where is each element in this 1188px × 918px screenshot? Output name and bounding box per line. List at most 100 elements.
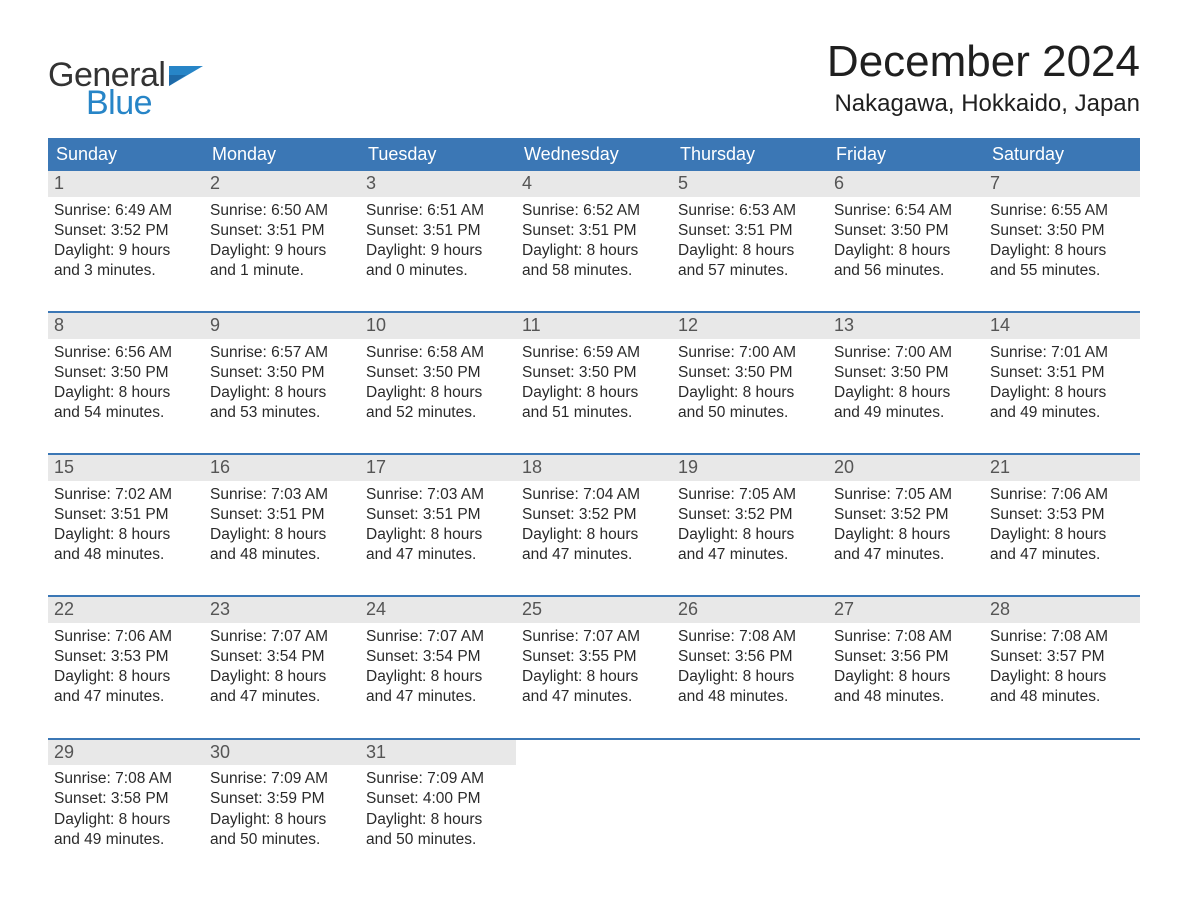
day-cell: 17Sunrise: 7:03 AMSunset: 3:51 PMDayligh…: [360, 455, 516, 571]
topbar: General Blue December 2024 Nakagawa, Hok…: [48, 40, 1140, 120]
daylight-line-1: Daylight: 8 hours: [366, 667, 510, 687]
week-row: 29Sunrise: 7:08 AMSunset: 3:58 PMDayligh…: [48, 738, 1140, 856]
day-number: 27: [828, 597, 984, 623]
daylight-line-1: Daylight: 8 hours: [678, 241, 822, 261]
sunset-line: Sunset: 3:51 PM: [522, 221, 666, 241]
day-body: Sunrise: 6:52 AMSunset: 3:51 PMDaylight:…: [516, 197, 672, 282]
title-block: December 2024 Nakagawa, Hokkaido, Japan: [827, 40, 1140, 118]
brand-word-2: Blue: [86, 86, 203, 120]
day-body: Sunrise: 6:56 AMSunset: 3:50 PMDaylight:…: [48, 339, 204, 424]
sunrise-line: Sunrise: 7:04 AM: [522, 485, 666, 505]
daylight-line-2: and 54 minutes.: [54, 403, 198, 423]
day-body: Sunrise: 7:09 AMSunset: 3:59 PMDaylight:…: [204, 765, 360, 850]
daylight-line-1: Daylight: 8 hours: [210, 667, 354, 687]
sunrise-line: Sunrise: 6:49 AM: [54, 201, 198, 221]
sunset-line: Sunset: 3:50 PM: [834, 363, 978, 383]
week-row: 8Sunrise: 6:56 AMSunset: 3:50 PMDaylight…: [48, 311, 1140, 429]
sunset-line: Sunset: 3:51 PM: [678, 221, 822, 241]
daylight-line-1: Daylight: 8 hours: [678, 667, 822, 687]
daylight-line-2: and 49 minutes.: [990, 403, 1134, 423]
sunrise-line: Sunrise: 6:52 AM: [522, 201, 666, 221]
sunset-line: Sunset: 3:50 PM: [990, 221, 1134, 241]
sunset-line: Sunset: 3:52 PM: [522, 505, 666, 525]
day-number: 12: [672, 313, 828, 339]
daylight-line-2: and 57 minutes.: [678, 261, 822, 281]
day-cell: 27Sunrise: 7:08 AMSunset: 3:56 PMDayligh…: [828, 597, 984, 713]
day-number: 22: [48, 597, 204, 623]
day-body: Sunrise: 6:50 AMSunset: 3:51 PMDaylight:…: [204, 197, 360, 282]
daylight-line-1: Daylight: 8 hours: [834, 241, 978, 261]
sunrise-line: Sunrise: 7:09 AM: [210, 769, 354, 789]
sunset-line: Sunset: 3:50 PM: [210, 363, 354, 383]
month-title: December 2024: [827, 40, 1140, 84]
daylight-line-1: Daylight: 8 hours: [54, 810, 198, 830]
sunrise-line: Sunrise: 7:07 AM: [366, 627, 510, 647]
daylight-line-1: Daylight: 8 hours: [678, 525, 822, 545]
daylight-line-2: and 1 minute.: [210, 261, 354, 281]
daylight-line-1: Daylight: 8 hours: [990, 383, 1134, 403]
day-number: 16: [204, 455, 360, 481]
sunrise-line: Sunrise: 7:08 AM: [54, 769, 198, 789]
sunrise-line: Sunrise: 7:08 AM: [990, 627, 1134, 647]
sunrise-line: Sunrise: 6:51 AM: [366, 201, 510, 221]
sunset-line: Sunset: 3:53 PM: [54, 647, 198, 667]
location-label: Nakagawa, Hokkaido, Japan: [827, 90, 1140, 118]
sunrise-line: Sunrise: 6:58 AM: [366, 343, 510, 363]
day-body: Sunrise: 7:01 AMSunset: 3:51 PMDaylight:…: [984, 339, 1140, 424]
daylight-line-2: and 48 minutes.: [210, 545, 354, 565]
weekday-header-row: Sunday Monday Tuesday Wednesday Thursday…: [48, 138, 1140, 171]
daylight-line-1: Daylight: 8 hours: [522, 667, 666, 687]
sunrise-line: Sunrise: 7:06 AM: [54, 627, 198, 647]
day-cell: 26Sunrise: 7:08 AMSunset: 3:56 PMDayligh…: [672, 597, 828, 713]
sunset-line: Sunset: 3:50 PM: [678, 363, 822, 383]
day-body: Sunrise: 7:09 AMSunset: 4:00 PMDaylight:…: [360, 765, 516, 850]
day-number: 17: [360, 455, 516, 481]
day-cell: [828, 740, 984, 856]
sunrise-line: Sunrise: 7:08 AM: [678, 627, 822, 647]
day-number: 28: [984, 597, 1140, 623]
sunset-line: Sunset: 3:56 PM: [834, 647, 978, 667]
day-number: 13: [828, 313, 984, 339]
sunset-line: Sunset: 3:54 PM: [366, 647, 510, 667]
daylight-line-1: Daylight: 9 hours: [210, 241, 354, 261]
sunrise-line: Sunrise: 7:01 AM: [990, 343, 1134, 363]
sunset-line: Sunset: 4:00 PM: [366, 789, 510, 809]
sunset-line: Sunset: 3:51 PM: [210, 505, 354, 525]
daylight-line-2: and 47 minutes.: [366, 687, 510, 707]
week-row: 1Sunrise: 6:49 AMSunset: 3:52 PMDaylight…: [48, 171, 1140, 287]
daylight-line-1: Daylight: 8 hours: [522, 241, 666, 261]
day-number: 3: [360, 171, 516, 197]
sunrise-line: Sunrise: 6:54 AM: [834, 201, 978, 221]
weekday-header: Saturday: [984, 138, 1140, 171]
daylight-line-2: and 0 minutes.: [366, 261, 510, 281]
day-body: Sunrise: 7:04 AMSunset: 3:52 PMDaylight:…: [516, 481, 672, 566]
day-number: 14: [984, 313, 1140, 339]
day-body: Sunrise: 6:51 AMSunset: 3:51 PMDaylight:…: [360, 197, 516, 282]
daylight-line-2: and 49 minutes.: [834, 403, 978, 423]
day-body: Sunrise: 7:05 AMSunset: 3:52 PMDaylight:…: [672, 481, 828, 566]
sunset-line: Sunset: 3:51 PM: [366, 221, 510, 241]
day-body: Sunrise: 6:49 AMSunset: 3:52 PMDaylight:…: [48, 197, 204, 282]
daylight-line-2: and 49 minutes.: [54, 830, 198, 850]
day-cell: 6Sunrise: 6:54 AMSunset: 3:50 PMDaylight…: [828, 171, 984, 287]
sunrise-line: Sunrise: 6:56 AM: [54, 343, 198, 363]
day-cell: 9Sunrise: 6:57 AMSunset: 3:50 PMDaylight…: [204, 313, 360, 429]
day-cell: 20Sunrise: 7:05 AMSunset: 3:52 PMDayligh…: [828, 455, 984, 571]
daylight-line-2: and 50 minutes.: [210, 830, 354, 850]
sunrise-line: Sunrise: 7:03 AM: [366, 485, 510, 505]
day-number: 4: [516, 171, 672, 197]
day-number: 30: [204, 740, 360, 766]
daylight-line-1: Daylight: 8 hours: [210, 810, 354, 830]
daylight-line-2: and 47 minutes.: [210, 687, 354, 707]
sunset-line: Sunset: 3:54 PM: [210, 647, 354, 667]
day-number: 29: [48, 740, 204, 766]
day-number: 8: [48, 313, 204, 339]
sunrise-line: Sunrise: 7:08 AM: [834, 627, 978, 647]
sunrise-line: Sunrise: 7:05 AM: [834, 485, 978, 505]
day-cell: 24Sunrise: 7:07 AMSunset: 3:54 PMDayligh…: [360, 597, 516, 713]
sunset-line: Sunset: 3:59 PM: [210, 789, 354, 809]
sunset-line: Sunset: 3:50 PM: [366, 363, 510, 383]
day-number: 9: [204, 313, 360, 339]
day-number: 25: [516, 597, 672, 623]
day-cell: 21Sunrise: 7:06 AMSunset: 3:53 PMDayligh…: [984, 455, 1140, 571]
